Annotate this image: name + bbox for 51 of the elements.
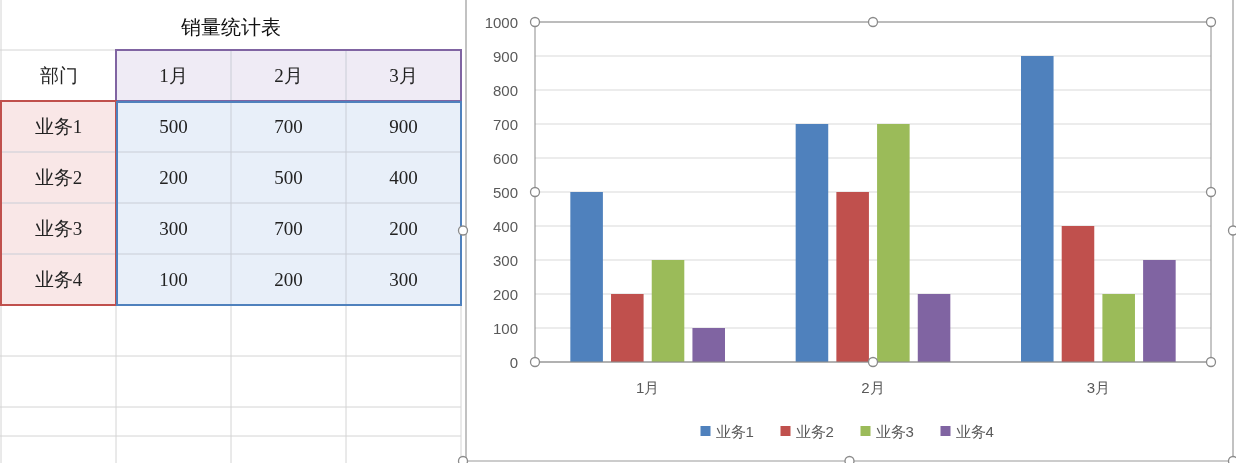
y-tick-label: 业务1 <box>34 116 83 137</box>
bar <box>795 124 829 362</box>
y-tick-label: 业务3 <box>34 218 83 239</box>
y-tick-label: 业务2 <box>34 167 83 188</box>
y-tick-label: 业务4 <box>34 269 83 290</box>
chart-title: 销量统计表 <box>180 16 281 38</box>
bar <box>877 124 910 362</box>
data-label: 500 <box>159 116 188 137</box>
data-label: 100 <box>159 269 188 290</box>
bar <box>917 294 951 362</box>
y-tick-label: 600 <box>492 149 518 167</box>
x-tick-label: 1月 <box>159 65 188 86</box>
data-label: 200 <box>159 167 188 188</box>
y-tick-label: 500 <box>492 183 518 201</box>
x-tick-label: 2月 <box>861 378 885 396</box>
x-tick-label: 3月 <box>389 65 418 86</box>
x-tick-label: 1月 <box>635 378 660 396</box>
bar <box>570 192 603 362</box>
data-label: 300 <box>159 218 188 239</box>
y-tick-label: 100 <box>492 319 518 337</box>
x-tick-label: 3月 <box>1086 378 1111 396</box>
bar <box>692 328 725 362</box>
data-label: 300 <box>389 269 418 290</box>
bar <box>1143 260 1176 362</box>
y-tick-label: 300 <box>492 251 518 269</box>
data-label: 900 <box>389 116 418 137</box>
legend-label: 业务4 <box>955 422 994 440</box>
data-label: 200 <box>274 269 303 290</box>
y-tick-label: 900 <box>492 47 518 65</box>
legend-label: 业务3 <box>875 422 914 440</box>
y-tick-label: 200 <box>492 285 518 303</box>
data-label: 500 <box>274 167 303 188</box>
bar <box>1061 226 1095 362</box>
bar <box>1021 56 1054 362</box>
data-label: 200 <box>389 218 418 239</box>
y-tick-label: 1000 <box>484 13 518 31</box>
y-tick-label: 700 <box>492 115 518 133</box>
legend-label: 业务1 <box>715 422 754 440</box>
bar <box>611 294 644 362</box>
y-tick-label: 0 <box>509 353 518 371</box>
bar <box>1102 294 1135 362</box>
y-tick-label: 800 <box>492 81 518 99</box>
y-tick-label: 400 <box>492 217 518 235</box>
legend-label: 业务2 <box>795 422 834 440</box>
bar <box>836 192 869 362</box>
bar <box>651 260 685 362</box>
data-label: 700 <box>274 116 303 137</box>
data-label: 400 <box>389 167 418 188</box>
y-axis-title: 部门 <box>39 65 78 86</box>
data-label: 700 <box>274 218 303 239</box>
x-tick-label: 2月 <box>274 65 303 86</box>
